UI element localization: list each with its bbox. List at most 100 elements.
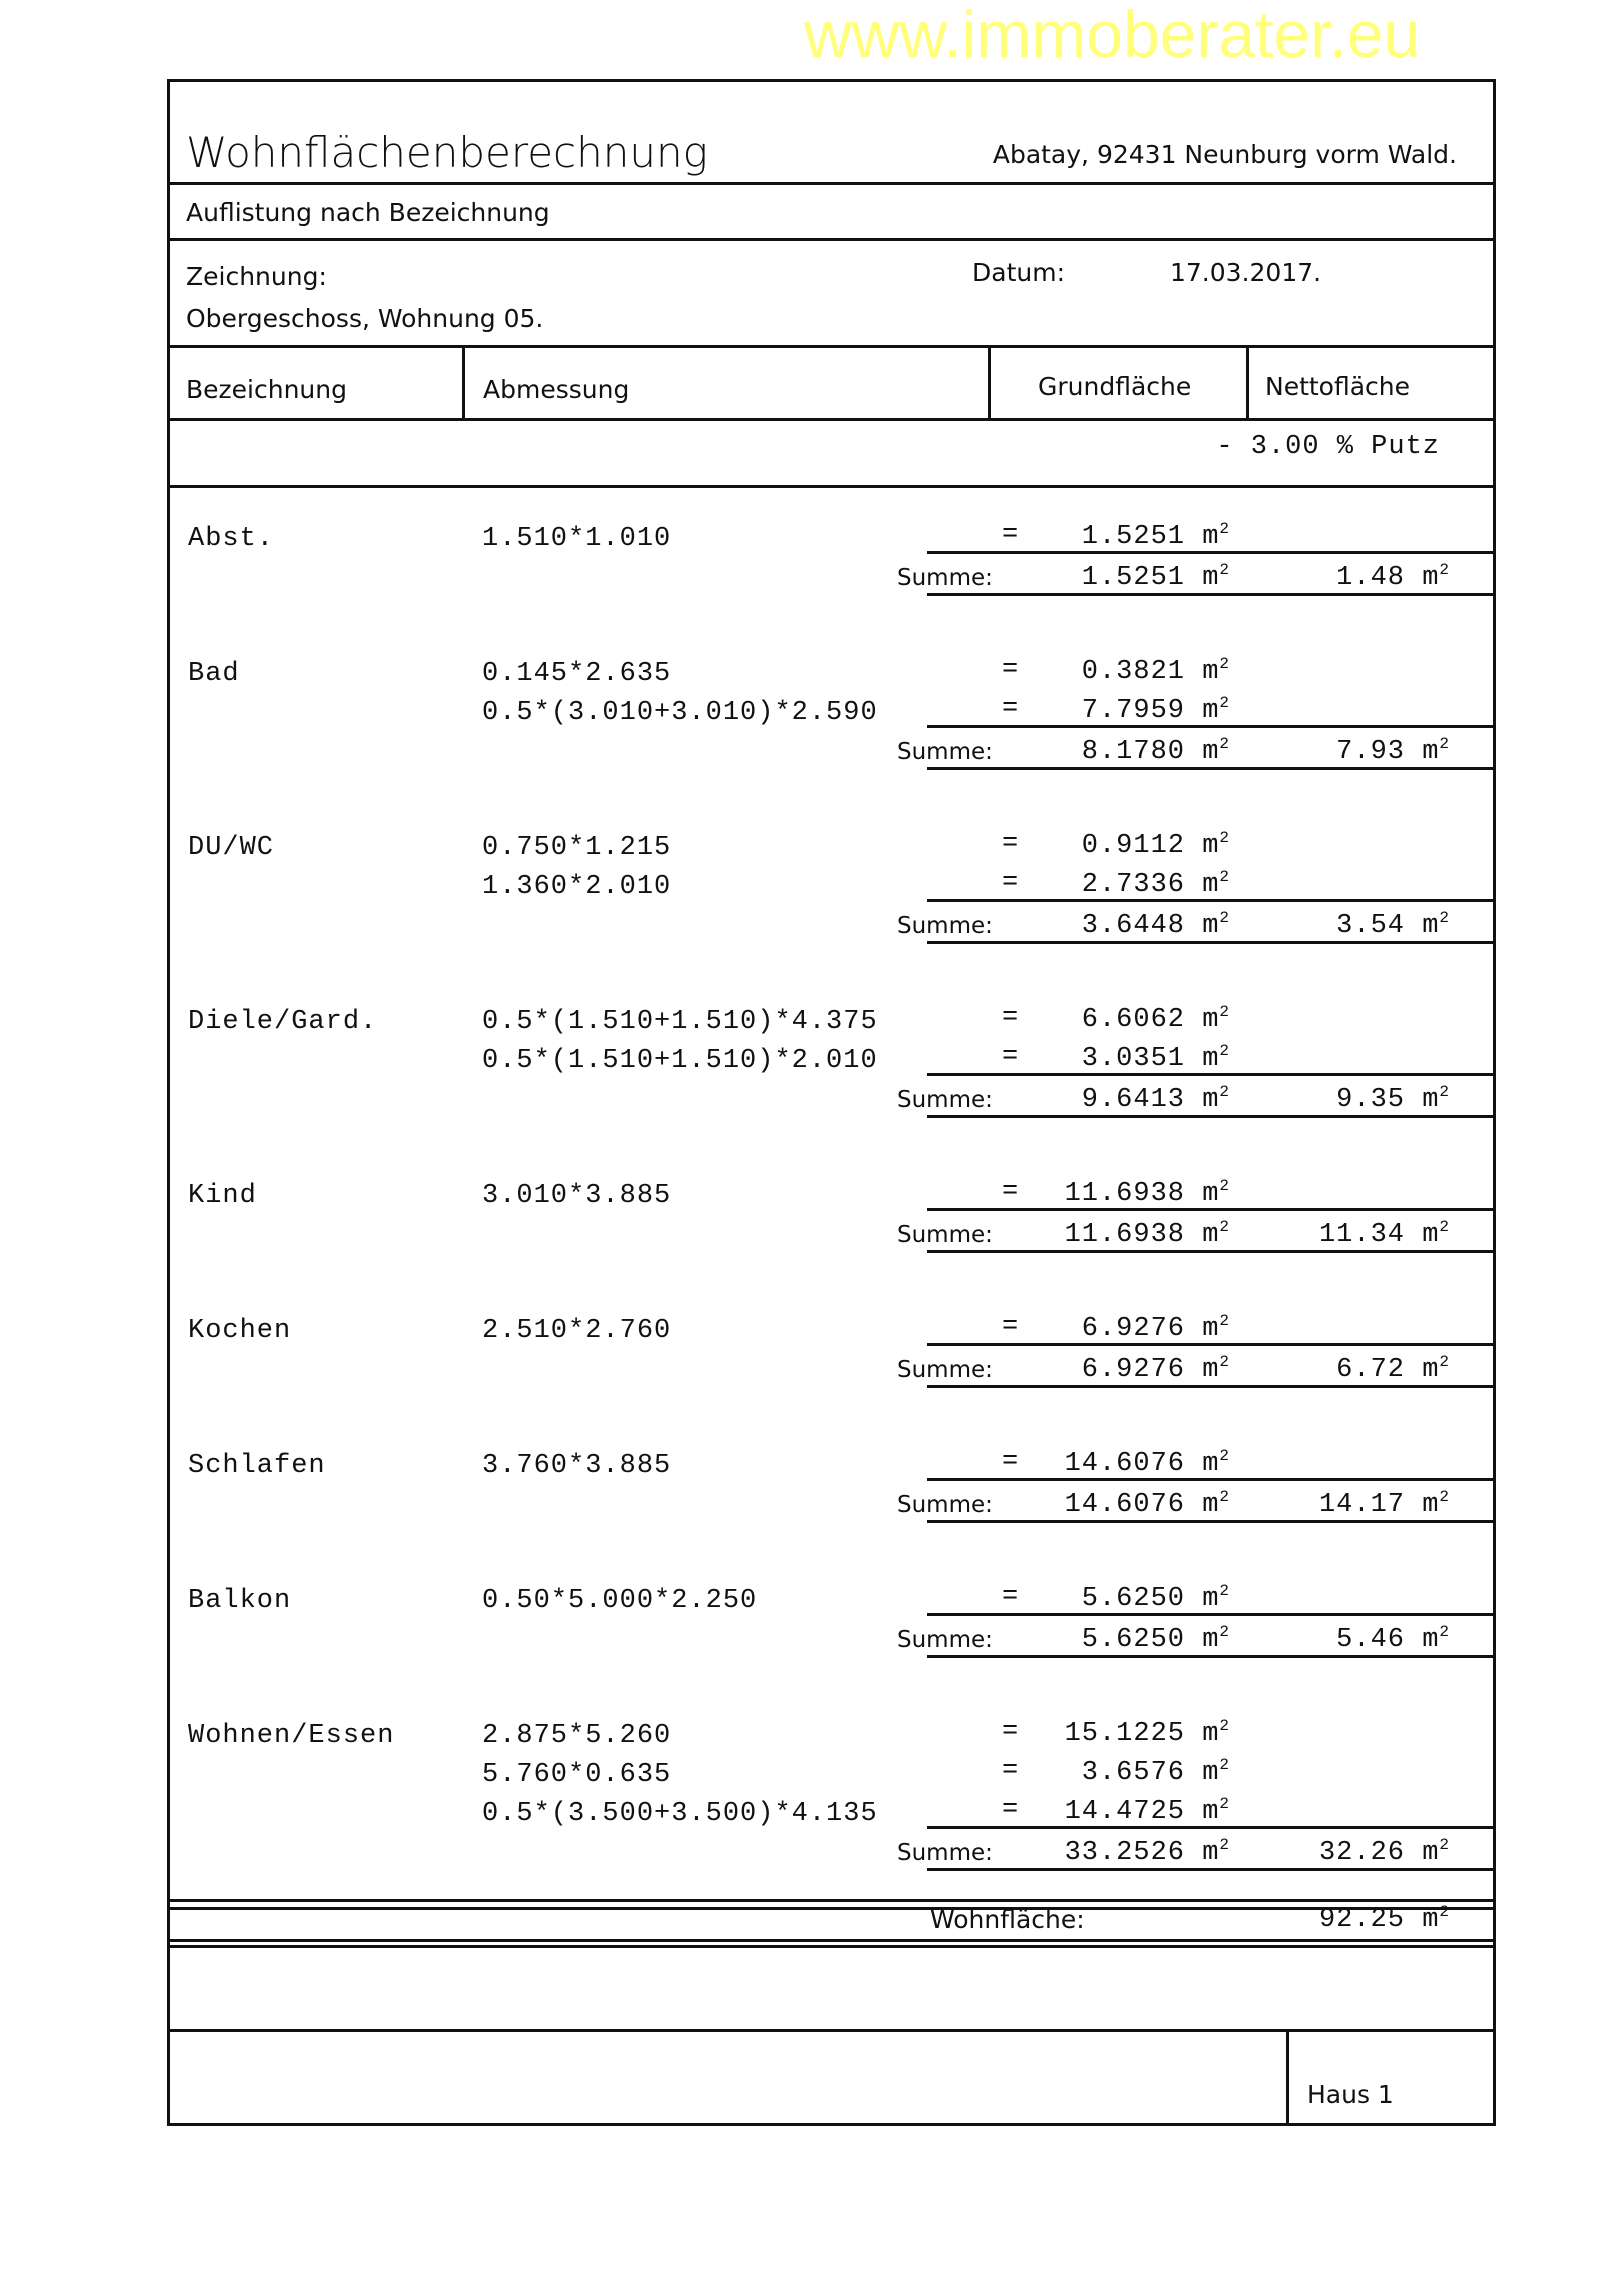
value-number: 3.54 <box>1336 911 1405 941</box>
sum-label: Summe: <box>897 1492 993 1518</box>
sum-rule-bottom <box>927 941 1494 944</box>
unit: m <box>1202 1005 1220 1035</box>
equals-sign: = <box>1002 1042 1020 1072</box>
value-number: 5.6250 <box>1081 1584 1185 1614</box>
value-number: 32.26 <box>1318 1838 1405 1868</box>
value-number: 6.9276 <box>1081 1355 1185 1385</box>
unit: m <box>1202 1220 1220 1250</box>
sum-rule-bottom <box>927 767 1494 770</box>
line-value: 3.0351 m2 <box>1030 1042 1230 1074</box>
unit: m <box>1202 1355 1220 1385</box>
line-value: 15.1225 m2 <box>1030 1717 1230 1749</box>
value-number: 14.17 <box>1318 1490 1405 1520</box>
unit: m <box>1202 737 1220 767</box>
line-value: 0.9112 m2 <box>1030 829 1230 861</box>
room-name: Abst. <box>188 524 275 554</box>
unit: m <box>1202 522 1220 552</box>
unit: m <box>1202 1314 1220 1344</box>
sum-rule-bottom <box>927 593 1494 596</box>
equals-sign: = <box>1002 1582 1020 1612</box>
room-name: Wohnen/Essen <box>188 1721 395 1751</box>
unit: m <box>1202 831 1220 861</box>
unit-exp: 2 <box>1439 909 1450 927</box>
room-name: Diele/Gard. <box>188 1007 378 1037</box>
equals-sign: = <box>1002 1312 1020 1342</box>
total-value: 92.25 m2 <box>1300 1903 1450 1935</box>
sum-label: Summe: <box>897 1627 993 1653</box>
room-name: Balkon <box>188 1586 292 1616</box>
value-number: 1.5251 <box>1081 522 1185 552</box>
total-label: Wohnfläche: <box>930 1905 1085 1934</box>
line-value: 0.3821 m2 <box>1030 655 1230 687</box>
value-number: 1.48 <box>1336 563 1405 593</box>
unit: m <box>1202 1179 1220 1209</box>
unit: m <box>1202 563 1220 593</box>
unit-exp: 2 <box>1219 694 1230 712</box>
sum-value: 8.1780 m2 <box>1030 735 1230 767</box>
unit-exp: 2 <box>1219 1312 1230 1330</box>
equals-sign: = <box>1002 1717 1020 1747</box>
line-value: 6.6062 m2 <box>1030 1003 1230 1035</box>
unit: m <box>1202 870 1220 900</box>
unit-exp: 2 <box>1219 909 1230 927</box>
column-header-net: Nettofläche <box>1265 372 1411 401</box>
room-name: Schlafen <box>188 1451 326 1481</box>
dimension-expression: 0.5*(1.510+1.510)*4.375 <box>482 1007 878 1037</box>
unit-exp: 2 <box>1219 1582 1230 1600</box>
unit-exp: 2 <box>1219 1623 1230 1641</box>
equals-sign: = <box>1002 1795 1020 1825</box>
subtitle: Auflistung nach Bezeichnung <box>186 198 550 227</box>
unit: m <box>1422 1490 1440 1520</box>
unit-exp: 2 <box>1439 1083 1450 1101</box>
unit: m <box>1202 1625 1220 1655</box>
value-number: 6.9276 <box>1081 1314 1185 1344</box>
sum-value: 33.2526 m2 <box>1030 1836 1230 1868</box>
unit: m <box>1422 1838 1440 1868</box>
sum-label: Summe: <box>897 913 993 939</box>
unit-exp: 2 <box>1219 829 1230 847</box>
address: Abatay, 92431 Neunburg vorm Wald. <box>992 140 1457 169</box>
unit-exp: 2 <box>1219 1447 1230 1465</box>
unit: m <box>1202 1490 1220 1520</box>
sum-value: 1.5251 m2 <box>1030 561 1230 593</box>
unit: m <box>1422 911 1440 941</box>
sum-rule-bottom <box>927 1385 1494 1388</box>
dimension-expression: 0.5*(3.010+3.010)*2.590 <box>482 698 878 728</box>
line-value: 6.9276 m2 <box>1030 1312 1230 1344</box>
column-header-name: Bezeichnung <box>186 375 347 404</box>
sum-value: 11.6938 m2 <box>1030 1218 1230 1250</box>
dimension-expression: 1.510*1.010 <box>482 524 672 554</box>
sum-rule-bottom <box>927 1520 1494 1523</box>
value-number: 9.6413 <box>1081 1085 1185 1115</box>
sum-rule-top <box>927 899 1494 902</box>
unit: m <box>1202 1797 1220 1827</box>
equals-sign: = <box>1002 1447 1020 1477</box>
dimension-expression: 5.760*0.635 <box>482 1760 672 1790</box>
line-value: 7.7959 m2 <box>1030 694 1230 726</box>
sum-rule-bottom <box>927 1250 1494 1253</box>
sum-rule-bottom <box>927 1868 1494 1871</box>
unit: m <box>1202 1584 1220 1614</box>
unit: m <box>1422 1905 1440 1935</box>
unit-exp: 2 <box>1219 868 1230 886</box>
unit-exp: 2 <box>1219 1756 1230 1774</box>
unit: m <box>1422 1085 1440 1115</box>
unit: m <box>1202 911 1220 941</box>
unit-exp: 2 <box>1439 1836 1450 1854</box>
net-value: 3.54 m2 <box>1250 909 1450 941</box>
value-number: 7.7959 <box>1081 696 1185 726</box>
line-value: 11.6938 m2 <box>1030 1177 1230 1209</box>
dimension-expression: 0.50*5.000*2.250 <box>482 1586 758 1616</box>
net-value: 11.34 m2 <box>1250 1218 1450 1250</box>
sum-rule-top <box>927 1073 1494 1076</box>
equals-sign: = <box>1002 1177 1020 1207</box>
net-value: 1.48 m2 <box>1250 561 1450 593</box>
equals-sign: = <box>1002 829 1020 859</box>
unit: m <box>1202 696 1220 726</box>
unit-exp: 2 <box>1219 561 1230 579</box>
sum-label: Summe: <box>897 565 993 591</box>
drawing-value: Obergeschoss, Wohnung 05. <box>186 304 544 333</box>
sum-value: 3.6448 m2 <box>1030 909 1230 941</box>
unit-exp: 2 <box>1219 1717 1230 1735</box>
value-number: 3.0351 <box>1081 1044 1185 1074</box>
